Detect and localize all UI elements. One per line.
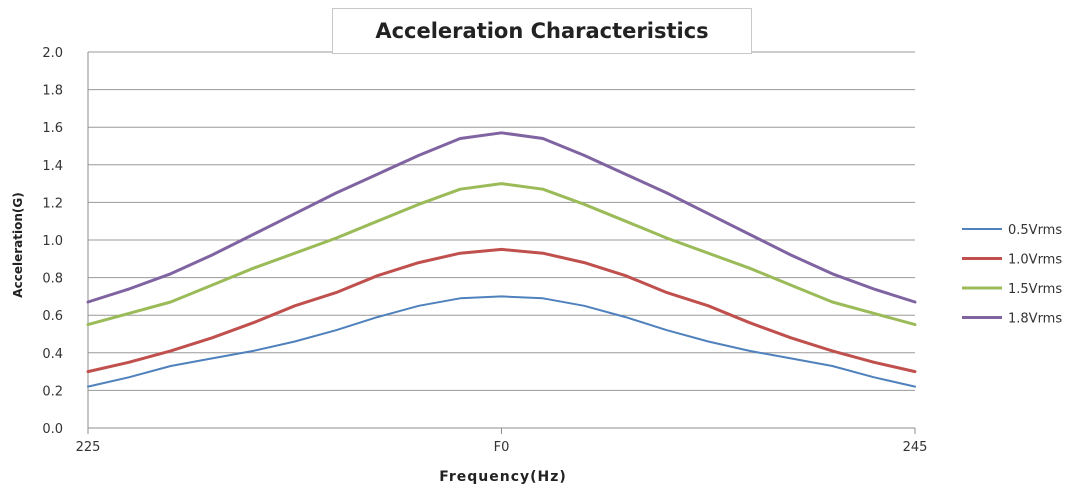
y-tick-label: 1.6 xyxy=(42,121,63,136)
series-line-1.8Vrms xyxy=(86,131,917,304)
chart-title: Acceleration Characteristics xyxy=(375,19,709,43)
chart-title-box: Acceleration Characteristics xyxy=(332,8,752,54)
legend-label: 0.5Vrms xyxy=(1008,223,1062,238)
x-axis-label: Frequency(Hz) xyxy=(439,469,567,485)
legend-label: 1.5Vrms xyxy=(1008,282,1062,297)
y-tick-label: 1.4 xyxy=(42,159,63,174)
legend-label: 1.0Vrms xyxy=(1008,253,1062,268)
x-tick-label: F0 xyxy=(494,440,510,455)
y-tick-label: 0.2 xyxy=(42,384,63,399)
x-tick-label: 245 xyxy=(903,440,928,455)
legend: 0.5Vrms 1.0Vrms 1.5Vrms 1.8Vrms xyxy=(962,223,1062,327)
y-axis-label: Acceleration(G) xyxy=(11,192,25,297)
x-axis-ticks: 225 F0 245 xyxy=(76,440,928,455)
legend-label: 1.8Vrms xyxy=(1008,312,1062,327)
y-tick-label: 1.2 xyxy=(42,196,63,211)
y-tick-label: 0.0 xyxy=(42,422,63,437)
series-line-0.5Vrms xyxy=(87,295,916,388)
y-axis-ticks: 0.0 0.2 0.4 0.6 0.8 1.0 1.2 1.4 1.6 1.8 2.0 xyxy=(42,46,63,437)
y-tick-label: 2.0 xyxy=(42,46,63,61)
y-tick-label: 0.6 xyxy=(42,309,63,324)
series-line-1.0Vrms xyxy=(86,247,917,374)
y-tick-label: 1.0 xyxy=(42,234,63,249)
series-lines xyxy=(86,131,917,388)
series-line-1.5Vrms xyxy=(86,182,917,327)
y-tick-label: 1.8 xyxy=(42,84,63,99)
y-tick-label: 0.4 xyxy=(42,347,63,362)
y-tick-label: 0.8 xyxy=(42,272,63,287)
gridlines xyxy=(87,51,916,434)
x-tick-label: 225 xyxy=(76,440,101,455)
